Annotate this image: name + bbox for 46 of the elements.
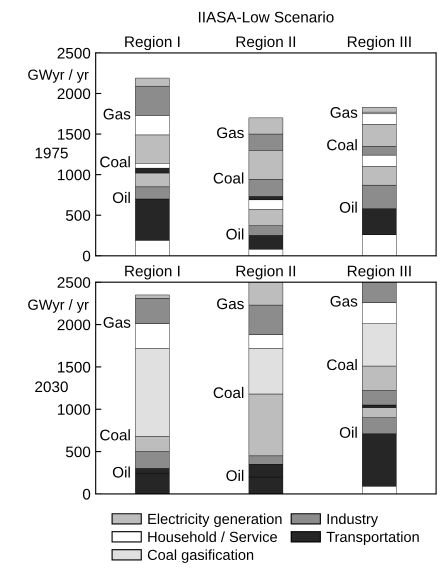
annotation: Gas [217, 127, 244, 138]
annotation: Oil [340, 202, 357, 213]
annotation: Oil [226, 228, 244, 240]
y-tick-label: 0 [82, 250, 90, 262]
annotation: Gas [330, 296, 358, 307]
y-tick-label: 500 [66, 446, 90, 458]
annotation: Coal [214, 386, 244, 398]
y-tick-label: 1000 [58, 170, 90, 180]
annotation: Coal [214, 172, 244, 184]
annotation: Gas [330, 107, 358, 118]
x-tick-label: Region I [125, 36, 180, 50]
legend-label: Transportation [326, 531, 419, 545]
annotation: Gas [217, 298, 244, 310]
text: 2030 [35, 381, 68, 392]
x-tick-label: Region III [348, 36, 411, 50]
annotation: Gas [104, 317, 130, 328]
annotation: Coal [327, 358, 357, 370]
legend-label: Industry [328, 513, 378, 527]
legend-label: Coal gasification [148, 549, 254, 563]
annotation: Oil [226, 470, 244, 482]
text: 1975 [36, 148, 68, 158]
y-axis-title: GWyr / yr [28, 299, 89, 313]
x-tick-label: Region II [236, 265, 296, 280]
y-tick-label: 500 [66, 210, 90, 221]
x-tick-label: Region III [348, 265, 411, 280]
y-tick-label: 2000 [58, 88, 90, 100]
y-tick-label: 2000 [58, 319, 90, 330]
y-tick-label: 1500 [58, 128, 90, 140]
annotation: Oil [340, 426, 357, 438]
annotation: Oil [112, 466, 130, 478]
legend-label: Household / Service [148, 531, 277, 542]
y-tick-label: 0 [82, 488, 90, 500]
annotation: Gas [104, 108, 130, 120]
y-tick-label: 1500 [58, 362, 90, 373]
annotation: Coal [100, 156, 130, 168]
chart-title: IIASA-Low Scenario [198, 11, 334, 23]
y-tick-label: 2500 [58, 48, 90, 59]
y-tick-label: 1000 [58, 404, 90, 415]
y-axis-title: GWyr / yr [28, 69, 89, 83]
legend-label: Electricity generation [148, 513, 282, 527]
annotation: Coal [100, 429, 130, 440]
annotation: Oil [112, 192, 130, 204]
x-tick-label: Region II [236, 36, 296, 50]
x-tick-label: Region I [125, 265, 180, 280]
annotation: Coal [327, 139, 357, 150]
y-tick-label: 2500 [58, 277, 90, 288]
